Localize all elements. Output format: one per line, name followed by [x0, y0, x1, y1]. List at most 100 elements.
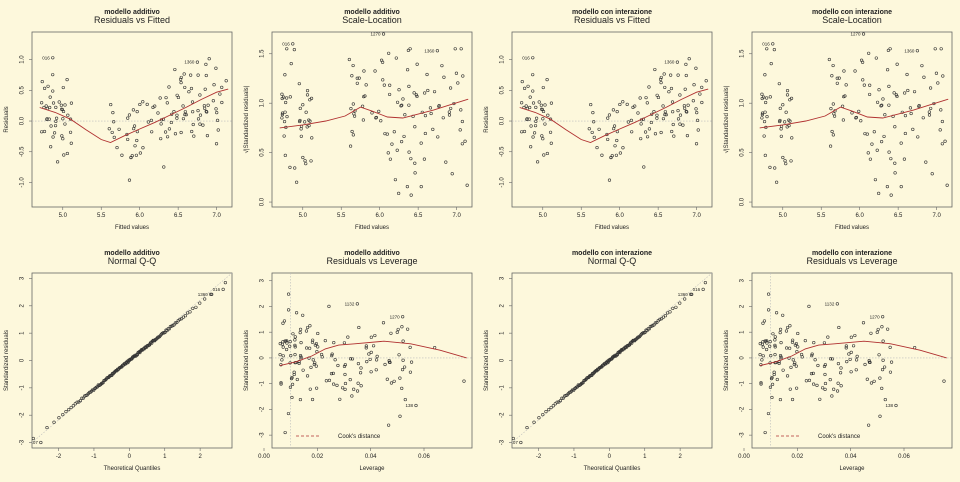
y-tick-label: 1.5 [260, 49, 266, 58]
scatter-point [807, 378, 812, 382]
scatter-point [289, 62, 293, 66]
scatter-point [809, 372, 814, 376]
scatter-point [763, 430, 767, 435]
scatter-point [162, 165, 166, 169]
scatter-point [401, 339, 405, 343]
scatter-point [107, 127, 111, 131]
scatter-point [832, 387, 836, 391]
y-tick-label: 0.0 [500, 116, 506, 125]
scatter-point [178, 317, 182, 322]
scatter-point [127, 178, 132, 182]
scatter-point [403, 397, 407, 402]
scatter-point [867, 51, 871, 55]
panel-subtitle: Residuals vs Leverage [806, 256, 897, 266]
scatter-point [51, 89, 55, 93]
scatter-point [885, 185, 889, 189]
scatter-point [861, 78, 865, 82]
scatter-point [425, 72, 429, 77]
scatter-point [879, 104, 883, 108]
scatter-point [612, 124, 617, 128]
scatter-point [355, 81, 359, 85]
scatter-point [355, 389, 360, 393]
scatter-point [813, 358, 817, 362]
scatter-point [785, 374, 790, 378]
x-tick-label: 5.0 [779, 213, 788, 219]
scatter-point [403, 365, 407, 369]
x-tick-label: 5.5 [577, 213, 586, 219]
scatter-point [398, 376, 402, 380]
scatter-point [365, 359, 369, 364]
scatter-point [938, 128, 942, 132]
scatter-point [305, 93, 310, 97]
scatter-point [927, 113, 932, 117]
scatter-point [283, 430, 287, 435]
x-tick-label: 5.5 [337, 213, 346, 219]
scatter-point [532, 420, 536, 424]
scatter-point [578, 383, 582, 387]
labeled-point [689, 292, 693, 296]
scatter-point [301, 368, 305, 372]
scatter-point [359, 384, 363, 388]
scatter-point [902, 157, 907, 161]
x-tick-label: 5.0 [59, 213, 68, 219]
scatter-point [374, 116, 378, 120]
labeled-point [209, 292, 213, 296]
scatter-point [641, 331, 645, 335]
y-axis-label: Standardized residuals [484, 330, 490, 391]
scatter-point [332, 382, 336, 386]
scatter-point [867, 359, 871, 363]
scatter-point [783, 120, 787, 124]
scatter-point [779, 341, 783, 345]
scatter-point [875, 148, 879, 152]
scatter-point [356, 362, 361, 366]
scatter-point [301, 155, 305, 160]
x-tick-label: 5.0 [539, 213, 548, 219]
scatter-point [875, 100, 880, 104]
scatter-point [198, 93, 202, 97]
y-tick-label: -1 [20, 385, 26, 391]
scatter-point [903, 91, 907, 95]
scatter-point [816, 363, 820, 368]
scatter-point [777, 82, 781, 86]
x-tick-label: 7.0 [692, 213, 701, 219]
scatter-point [187, 90, 191, 94]
y-tick-label: 0 [20, 358, 26, 362]
scatter-point [373, 69, 377, 73]
scatter-point [112, 135, 116, 139]
scatter-point [409, 360, 414, 364]
scatter-point [388, 92, 392, 97]
plot-frame [751, 31, 953, 208]
scatter-point [207, 57, 211, 61]
scatter-point [835, 76, 839, 80]
x-tick-label: -1 [571, 454, 577, 460]
scatter-point [929, 106, 933, 111]
scatter-point [868, 157, 872, 161]
scatter-point [298, 327, 303, 331]
scatter-point [350, 129, 354, 134]
y-tick-label: -2 [20, 412, 26, 418]
scatter-point [203, 297, 207, 301]
scatter-point [655, 116, 659, 120]
scatter-point [877, 353, 881, 357]
scatter-point [781, 368, 785, 372]
scatter-point [65, 78, 69, 82]
scatter-point [181, 117, 186, 121]
y-tick-label: -0.5 [20, 146, 26, 157]
y-axis-label: Standardized residuals [724, 330, 730, 391]
scatter-point [650, 112, 654, 116]
x-axis-label: Fitted values [595, 225, 629, 231]
scatter-point [520, 79, 524, 84]
scatter-point [880, 386, 884, 390]
scatter-point [343, 387, 347, 391]
labeled-point [531, 56, 535, 60]
scatter-point [794, 342, 798, 346]
point-label: 1270 [371, 31, 382, 36]
scatter-point [781, 155, 785, 160]
scatter-point [408, 345, 412, 349]
scatter-point [448, 86, 453, 90]
scatter-point [595, 145, 599, 150]
scatter-point [899, 141, 903, 145]
scatter-point [543, 103, 547, 107]
scatter-point [163, 130, 168, 134]
